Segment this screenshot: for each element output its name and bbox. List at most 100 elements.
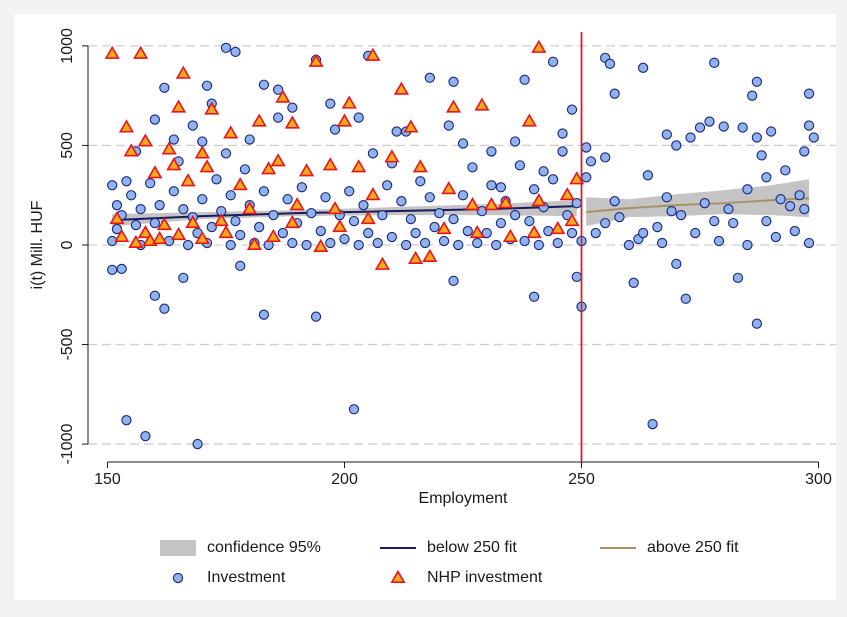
nhp-point (123, 143, 139, 157)
investment-point (600, 152, 611, 163)
investment-point (382, 180, 393, 191)
nhp-point (284, 115, 300, 129)
investment-point (751, 132, 763, 143)
nhp-point (284, 214, 300, 229)
nhp-point (569, 171, 585, 185)
nhp-point (564, 213, 580, 227)
investment-point (353, 239, 364, 251)
nhp-point (261, 161, 277, 175)
nhp-point (156, 216, 172, 231)
nhp-point (204, 101, 220, 115)
investment-point (557, 146, 568, 157)
investment-point (187, 120, 198, 131)
nhp-point (194, 145, 210, 159)
investment-point (495, 217, 507, 229)
investment-point (225, 190, 236, 201)
investment-point (367, 148, 379, 159)
nhp-point (341, 95, 357, 109)
investment-point (107, 264, 118, 276)
nhp-point (251, 113, 267, 127)
nhp-point (474, 97, 490, 111)
investment-point (557, 128, 568, 139)
investment-point (585, 156, 597, 167)
nhp-point (351, 159, 367, 173)
investment-point (694, 122, 706, 133)
investment-point (467, 162, 478, 173)
investment-point (571, 271, 582, 282)
nhp-point (360, 211, 376, 225)
nhp-point (384, 149, 400, 163)
investment-point (761, 172, 772, 183)
investment-point (457, 138, 469, 149)
nhp-point (299, 163, 315, 177)
legend-swatch (160, 540, 196, 556)
y-tick-label: -1000 (59, 424, 76, 465)
investment-point (121, 176, 132, 187)
nhp-point (265, 228, 281, 243)
investment-point (581, 172, 592, 183)
nhp-point (469, 224, 485, 239)
nhp-point (137, 133, 153, 147)
investment-point (424, 192, 435, 203)
nhp-point (133, 45, 149, 59)
nhp-point (336, 113, 353, 127)
investment-point (747, 90, 758, 101)
investment-point (675, 209, 687, 221)
nhp-point (365, 187, 381, 201)
nhp-point (218, 224, 234, 239)
investment-point (751, 318, 763, 329)
investment-point (685, 132, 696, 143)
legend-label: below 250 fit (427, 539, 517, 556)
nhp-point (147, 165, 163, 179)
nhp-point (275, 89, 291, 103)
investment-point (235, 229, 246, 241)
legend-swatch (390, 569, 406, 584)
investment-point (718, 121, 729, 132)
investment-point (524, 215, 535, 227)
investment-point (344, 186, 355, 197)
investment-point (438, 235, 450, 247)
investment-point (329, 124, 341, 135)
investment-point (519, 74, 530, 85)
nhp-point (521, 113, 537, 127)
x-tick-label: 200 (331, 471, 358, 488)
investment-point (528, 184, 540, 195)
investment-point (111, 200, 123, 211)
investment-point (348, 404, 360, 415)
investment-point (723, 204, 734, 215)
nhp-point (242, 201, 258, 215)
investment-point (377, 209, 388, 221)
investment-point (775, 194, 786, 205)
investment-point (396, 196, 407, 207)
investment-point (111, 223, 123, 235)
nhp-point (403, 119, 419, 133)
investment-point (609, 88, 620, 99)
investment-point (803, 120, 815, 131)
investment-point (770, 231, 782, 243)
nhp-point (332, 218, 348, 233)
nhp-point (104, 45, 120, 59)
nhp-point (313, 238, 329, 253)
investment-point (652, 221, 663, 233)
investment-point (671, 258, 682, 270)
investment-point (491, 239, 502, 251)
investment-point (656, 237, 668, 249)
investment-point (543, 225, 554, 237)
investment-point (130, 219, 142, 231)
investment-point (168, 186, 179, 197)
investment-point (756, 150, 767, 161)
investment-point (472, 237, 483, 249)
investment-point (116, 263, 127, 275)
investment-point (780, 165, 791, 176)
investment-point (623, 239, 635, 251)
investment-point (287, 237, 298, 249)
nhp-point (464, 197, 481, 211)
investment-point (647, 419, 658, 430)
nhp-point (175, 65, 191, 79)
legend-label: above 250 fit (647, 539, 739, 556)
legend-label: Investment (207, 569, 286, 586)
investment-point (699, 198, 710, 209)
nhp-point (441, 181, 457, 195)
investment-point (761, 215, 772, 227)
y-tick-label: 1000 (59, 28, 76, 64)
